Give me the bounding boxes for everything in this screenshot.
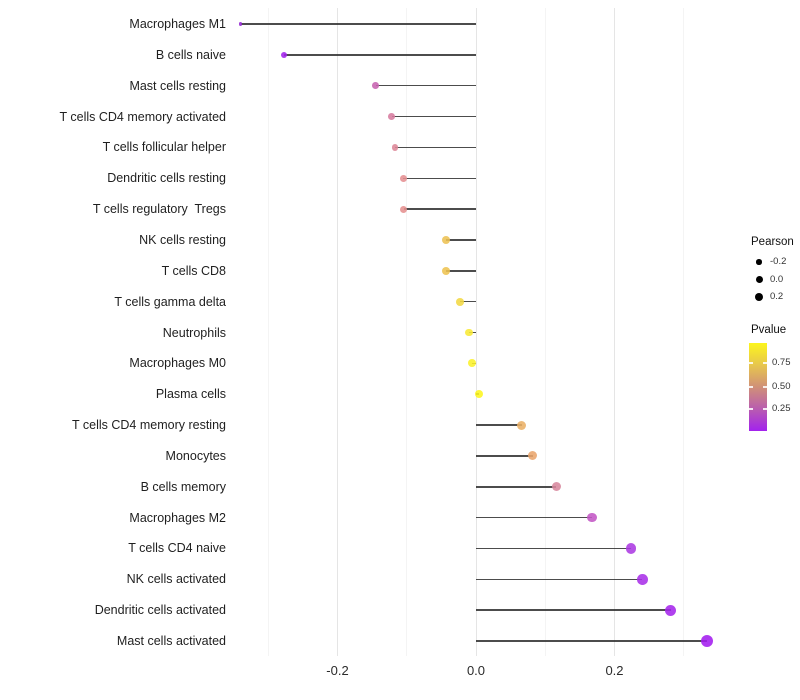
lollipop-dot	[474, 390, 483, 399]
lollipop-dot	[665, 604, 677, 616]
x-tick-label: 0.2	[605, 663, 624, 678]
y-axis-label: T cells CD4 memory activated	[59, 109, 227, 124]
colorbar-tick-label: 0.50	[772, 381, 791, 392]
pvalue-colorbar	[749, 343, 767, 431]
size-legend-label: 0.2	[770, 291, 784, 302]
lollipop-segment	[476, 640, 708, 642]
lollipop-segment	[476, 547, 632, 550]
lollipop-dot	[636, 573, 648, 585]
lollipop-dot	[391, 144, 399, 151]
major-gridline	[475, 8, 477, 656]
y-axis-label: NK cells resting	[139, 232, 226, 247]
lollipop-segment	[476, 486, 557, 488]
lollipop-segment	[375, 84, 476, 87]
colorbar-tick-mark	[749, 386, 753, 388]
lollipop-segment	[476, 609, 671, 611]
lollipop-segment	[394, 146, 476, 149]
colorbar-tick-mark	[763, 408, 767, 410]
y-axis-label: Neutrophils	[162, 325, 226, 340]
minor-gridline	[683, 8, 685, 656]
y-axis-label: Macrophages M2	[129, 510, 226, 525]
x-tick-label: -0.2	[326, 663, 349, 678]
lollipop-segment	[476, 455, 533, 457]
lollipop-segment	[476, 578, 643, 581]
plot-panel: -0.2 0.0 0.2	[235, 8, 740, 678]
size-legend-label: 0.0	[770, 273, 784, 285]
lollipop-dot	[400, 205, 408, 213]
lollipop-segment	[476, 424, 522, 426]
size-legend-title: Pearson	[751, 236, 794, 248]
minor-gridline	[544, 8, 546, 656]
lollipop-segment	[445, 239, 476, 241]
colorbar-tick-label: 0.75	[772, 357, 791, 369]
x-tick-label: 0.0	[466, 663, 486, 678]
y-axis-label: NK cells activated	[126, 572, 226, 587]
y-axis-label: Mast cells resting	[129, 78, 226, 93]
y-axis-label: T cells regulatory Tregs	[92, 202, 226, 217]
colorbar-tick-mark	[763, 386, 767, 388]
lollipop-segment	[391, 115, 476, 118]
y-axis-label: Dendritic cells resting	[107, 171, 226, 186]
lollipop-dot	[442, 266, 451, 275]
lollipop-dot	[441, 235, 450, 244]
lollipop-segment	[403, 208, 476, 210]
lollipop-dot	[281, 51, 288, 58]
lollipop-dot	[625, 543, 637, 554]
lollipop-segment	[403, 177, 476, 179]
y-axis-label: Plasma cells	[155, 387, 226, 402]
size-legend-key	[754, 292, 764, 302]
lollipop-dot	[551, 482, 562, 492]
y-axis-label: Macrophages M0	[129, 356, 226, 371]
major-gridline	[614, 8, 615, 656]
y-axis-label: T cells follicular helper	[102, 140, 226, 155]
colorbar-tick-mark	[763, 362, 767, 364]
lollipop-dot	[372, 82, 379, 90]
y-axis-label: B cells naive	[155, 47, 226, 62]
y-axis-label: B cells memory	[140, 479, 226, 494]
size-legend-key	[756, 259, 762, 265]
lollipop-segment	[460, 300, 476, 303]
y-axis-label: T cells gamma delta	[114, 294, 226, 309]
lollipop-dot	[388, 113, 395, 120]
y-axis-label: T cells CD4 naive	[128, 541, 226, 556]
lollipop-segment	[240, 23, 476, 25]
lollipop-dot	[587, 512, 598, 523]
y-axis-label: T cells CD8	[161, 263, 226, 278]
y-axis-label: Mast cells activated	[116, 634, 226, 648]
colorbar-tick-mark	[749, 408, 753, 410]
colorbar-tick-mark	[749, 362, 753, 364]
lollipop-dot	[456, 297, 464, 306]
lollipop-dot	[399, 174, 407, 182]
major-gridline	[337, 8, 338, 656]
lollipop-segment	[284, 54, 476, 56]
lollipop-dot	[238, 22, 243, 26]
lollipop-dot	[528, 451, 538, 461]
lollipop-dot	[517, 420, 527, 430]
lollipop-segment	[476, 516, 593, 519]
lollipop-dot	[701, 634, 714, 648]
minor-gridline	[406, 8, 408, 656]
lollipop-segment	[446, 270, 476, 272]
y-axis-label: Monocytes	[165, 448, 226, 463]
size-legend-key	[755, 276, 763, 283]
y-axis-label: Dendritic cells activated	[94, 603, 226, 618]
y-axis-label: Macrophages M1	[129, 17, 226, 31]
lollipop-dot	[467, 359, 476, 368]
lollipop-dot	[465, 328, 473, 337]
y-axis-label: T cells CD4 memory resting	[72, 418, 226, 433]
minor-gridline	[267, 8, 269, 656]
size-legend-label: -0.2	[770, 256, 787, 267]
colorbar-tick-label: 0.25	[772, 403, 791, 414]
colorbar-legend-title: Pvalue	[751, 324, 787, 336]
